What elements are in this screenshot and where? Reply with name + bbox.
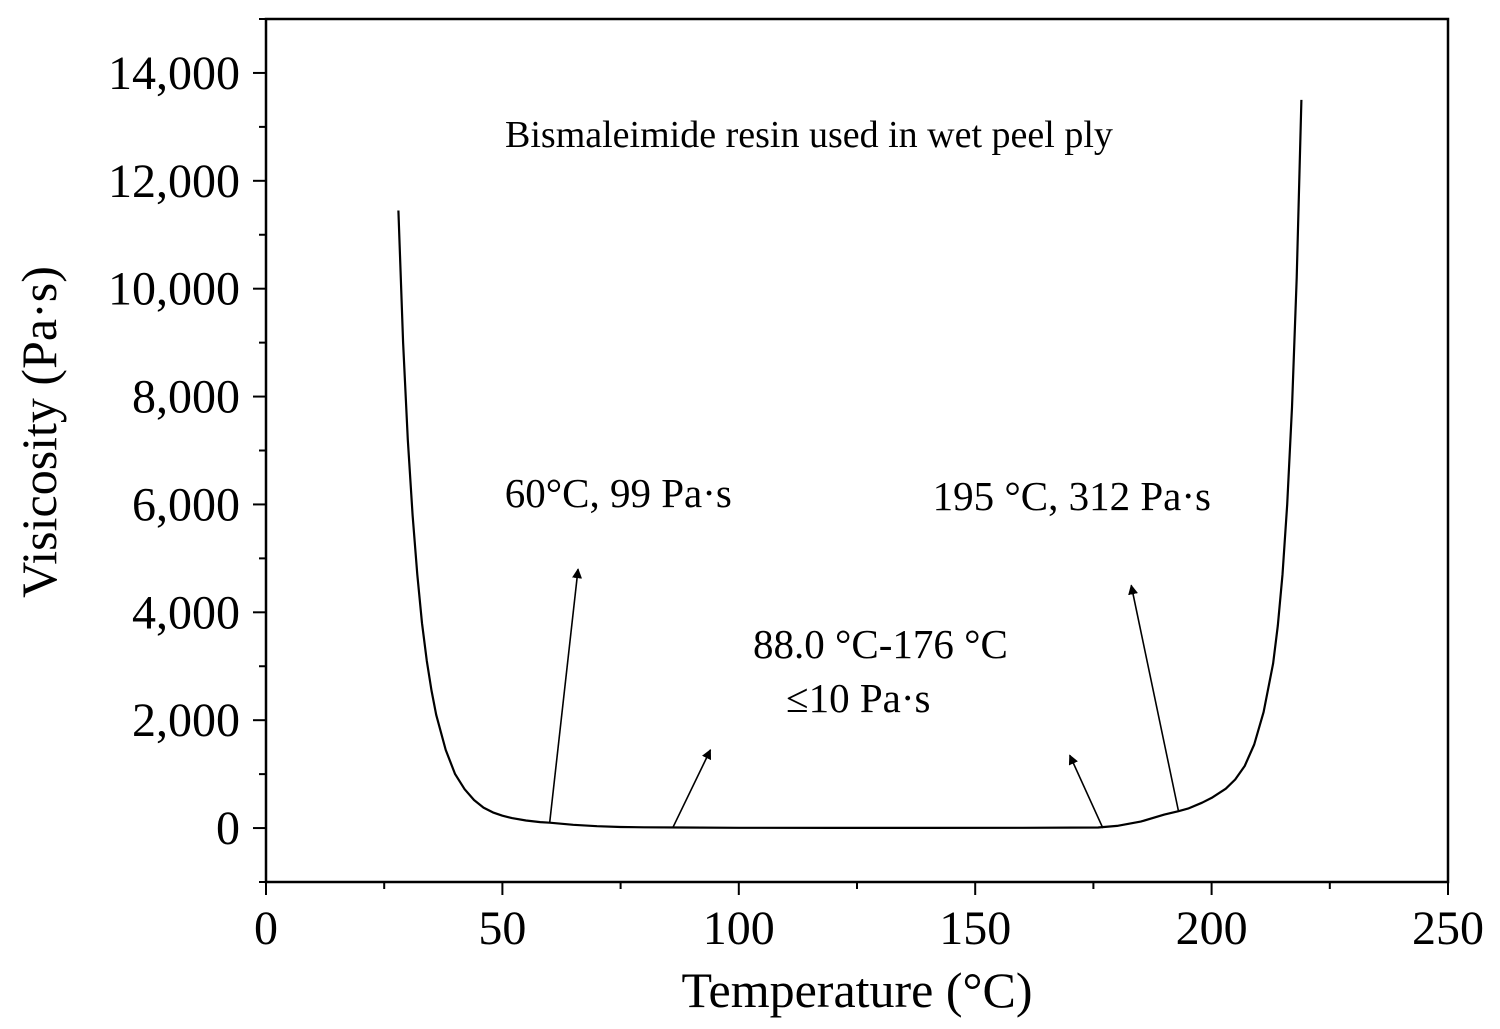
- annotation-arrow: [671, 748, 712, 829]
- annotation-arrow: [548, 568, 583, 823]
- y-tick-label: 0: [216, 802, 240, 855]
- annotation-label: ≤10 Pa·s: [786, 675, 930, 721]
- annotation-label: 195 °C, 312 Pa·s: [933, 473, 1211, 519]
- annotation-arrow: [1128, 584, 1180, 812]
- viscosity-curve: [397, 99, 1303, 830]
- y-tick-label: 10,000: [108, 263, 240, 316]
- x-tick-label: 200: [1176, 902, 1248, 955]
- y-tick-label: 2,000: [132, 694, 240, 747]
- series-layer: [397, 99, 1303, 830]
- annotations-layer: 60°C, 99 Pa·s 195 °C, 312 Pa·s 88.0 °C-176…: [505, 470, 1211, 829]
- x-tick-label: 0: [254, 902, 278, 955]
- x-axis-title: Temperature (°C): [681, 962, 1032, 1018]
- y-axis-title: Visicosity (Pa·s): [11, 266, 67, 598]
- y-tick-label: 6,000: [132, 478, 240, 531]
- annotation-label: 88.0 °C-176 °C: [753, 621, 1008, 667]
- y-tick-label: 8,000: [132, 371, 240, 424]
- x-tick-label: 100: [703, 902, 775, 955]
- annotation-arrow: [1068, 754, 1104, 829]
- y-tick-label: 14,000: [108, 47, 240, 100]
- y-tick-label: 12,000: [108, 155, 240, 208]
- chart-title: Bismaleimide resin used in wet peel ply: [505, 114, 1113, 156]
- x-tick-label: 50: [478, 902, 526, 955]
- x-tick-label: 150: [939, 902, 1011, 955]
- x-tick-label: 250: [1412, 902, 1484, 955]
- axes: 0 50 100 150 200 250 0 2,000 4,000 6,000 8,000 10,0…: [108, 18, 1484, 955]
- annotation-label: 60°C, 99 Pa·s: [505, 470, 732, 516]
- y-tick-label: 4,000: [132, 586, 240, 639]
